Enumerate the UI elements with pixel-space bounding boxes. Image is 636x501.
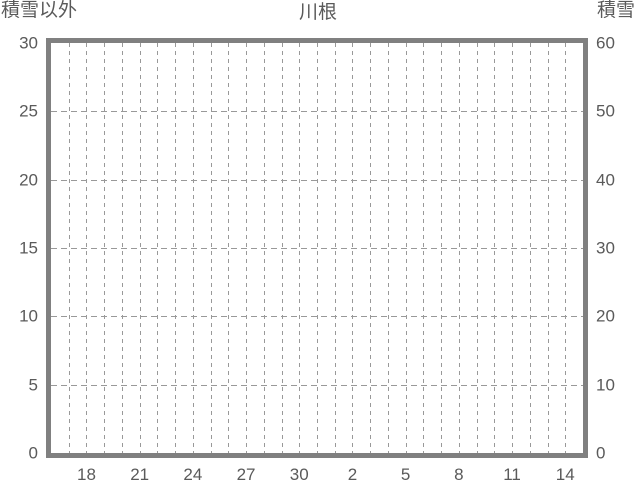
left-axis-tick-15: 15	[19, 238, 38, 258]
plot-area	[46, 38, 588, 458]
x-axis-tick-14: 14	[555, 465, 575, 484]
x-axis-tick-21: 21	[130, 465, 150, 484]
plot-inner	[51, 43, 583, 453]
left-axis-tick-25: 25	[19, 101, 38, 121]
x-axis-tick-11: 11	[503, 465, 521, 484]
left-axis-tick-5: 5	[28, 375, 38, 395]
right-axis-tick-20: 20	[596, 306, 615, 326]
right-axis-tick-40: 40	[596, 170, 615, 190]
left-axis-title: 積雪以外	[1, 0, 78, 21]
gridlines	[51, 43, 583, 453]
chart-title: 川根	[298, 2, 337, 23]
left-axis-tick-20: 20	[19, 170, 38, 190]
right-axis-tick-0: 0	[596, 443, 606, 463]
left-axis-tick-10: 10	[19, 306, 38, 326]
x-axis-tick-2: 2	[347, 465, 358, 484]
right-axis-tick-10: 10	[596, 375, 615, 395]
x-axis-tick-24: 24	[183, 465, 203, 484]
right-axis-title: 積雪	[596, 0, 635, 21]
x-axis-tick-18: 18	[76, 465, 96, 484]
left-axis-tick-30: 30	[19, 33, 38, 53]
x-axis-tick-30: 30	[289, 465, 309, 484]
left-axis-tick-0: 0	[28, 443, 38, 463]
x-axis-tick-27: 27	[236, 465, 256, 484]
right-axis-tick-50: 50	[596, 101, 615, 121]
right-axis-tick-30: 30	[596, 238, 615, 258]
x-axis-tick-5: 5	[400, 465, 411, 484]
x-axis-tick-8: 8	[454, 465, 464, 484]
right-axis-tick-60: 60	[596, 33, 615, 53]
